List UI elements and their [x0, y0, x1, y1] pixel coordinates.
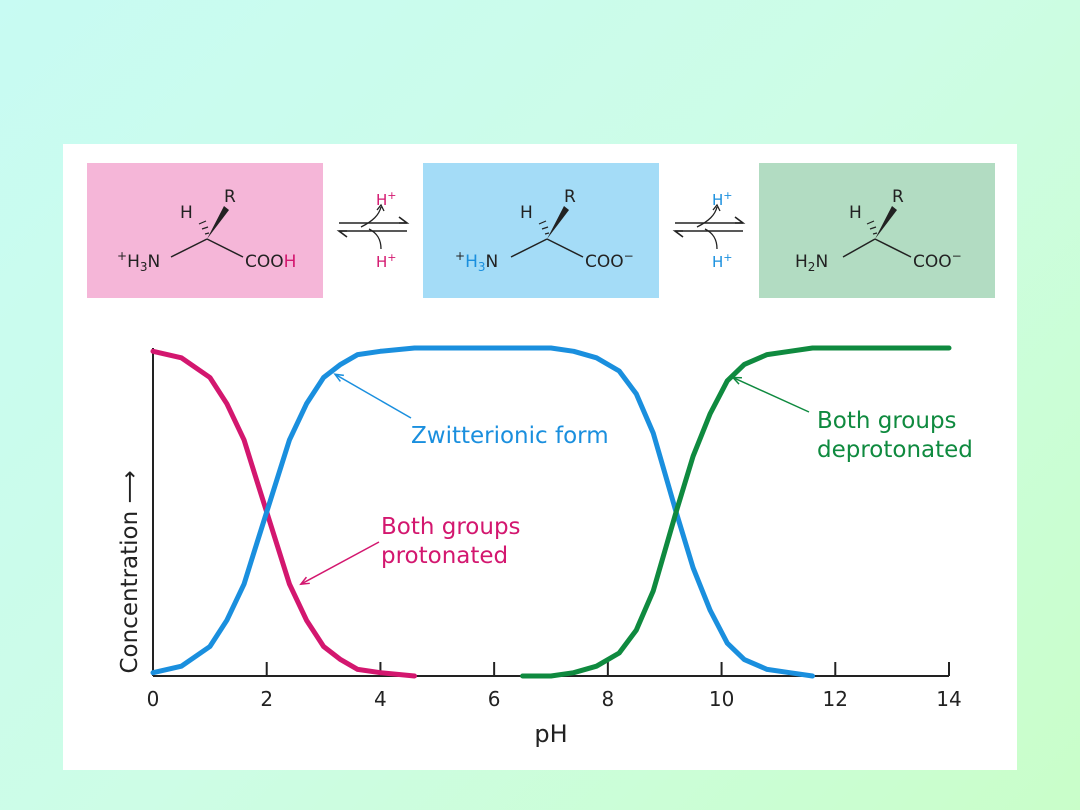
- curves: [150, 345, 952, 679]
- zwitterion-annotation-line: Zwitterionic form: [411, 423, 609, 449]
- protonated-pointer-arrowhead: [299, 576, 310, 586]
- deprotonated-structure: H R H2N COO−: [795, 187, 962, 274]
- deprotonated-annotation-line: Both groups: [817, 408, 957, 434]
- zwitterion-pointer-line: [334, 373, 412, 419]
- amine-group: +H3N: [455, 249, 498, 274]
- carboxylate-group: COO−: [585, 249, 634, 272]
- x-tick-label: 2: [260, 687, 273, 711]
- h-atom: H: [180, 203, 193, 223]
- deprotonated-curve: [520, 345, 952, 679]
- h-atom: H: [849, 203, 862, 223]
- amine-group: +H3N: [117, 249, 160, 274]
- proton-released-label: H+: [376, 189, 397, 209]
- zwitterion-structure: H R +H3N COO−: [455, 187, 634, 274]
- protonated-pointer-line: [300, 541, 380, 585]
- carboxyl-group: COOH: [245, 252, 296, 272]
- x-tick-label: 14: [936, 687, 961, 711]
- deprotonated-pointer-line: [732, 376, 810, 413]
- carboxylate-group: COO−: [913, 249, 962, 272]
- x-tick-label: 8: [601, 687, 614, 711]
- equilibrium-arrows-1: H+ H+: [336, 189, 410, 271]
- x-tick-label: 0: [147, 687, 160, 711]
- annotations: Zwitterionic form Both groups protonated Bo…: [299, 373, 973, 586]
- proton-released-label: H+: [712, 189, 733, 209]
- proton-added-label: H+: [712, 251, 733, 271]
- protonated-annotation-line: Both groups: [381, 514, 521, 540]
- protonated-structure-box: H R +H3N COOH: [87, 163, 323, 298]
- r-group: R: [564, 187, 576, 207]
- equilibrium-arrows-2: H+ H+: [672, 189, 746, 271]
- protonated-annotation-line: protonated: [381, 543, 508, 569]
- h-atom: H: [520, 203, 533, 223]
- deprotonated-pointer-arrowhead: [731, 376, 742, 385]
- deprotonated-annotation-line: deprotonated: [817, 437, 973, 463]
- x-tick-label: 10: [709, 687, 734, 711]
- protonated-curve: [150, 348, 417, 679]
- x-tick-label: 12: [823, 687, 848, 711]
- x-ticks: 0 2 4 6 8 10 12 14: [147, 662, 962, 711]
- r-group: R: [892, 187, 904, 207]
- amine-group: H2N: [795, 252, 828, 274]
- zwitterion-structure-box: H R +H3N COO−: [423, 163, 659, 298]
- proton-added-label: H+: [376, 251, 397, 271]
- zwitterion-curve: [150, 345, 815, 679]
- figure-panel: H R +H3N COOH H+ H+ H R +H3N: [63, 144, 1017, 770]
- zwitterion-pointer-arrowhead: [333, 373, 344, 382]
- x-axis-label: pH: [534, 720, 567, 748]
- r-group: R: [224, 187, 236, 207]
- y-axis-label: Concentration ⟶: [117, 471, 143, 674]
- deprotonated-structure-box: H R H2N COO−: [759, 163, 995, 298]
- x-tick-label: 6: [488, 687, 501, 711]
- ph-concentration-chart: 0 2 4 6 8 10 12 14 Zwitterionic form Both groups…: [117, 345, 973, 748]
- protonated-structure: H R +H3N COOH: [117, 187, 296, 274]
- axes: [152, 348, 949, 677]
- x-tick-label: 4: [374, 687, 387, 711]
